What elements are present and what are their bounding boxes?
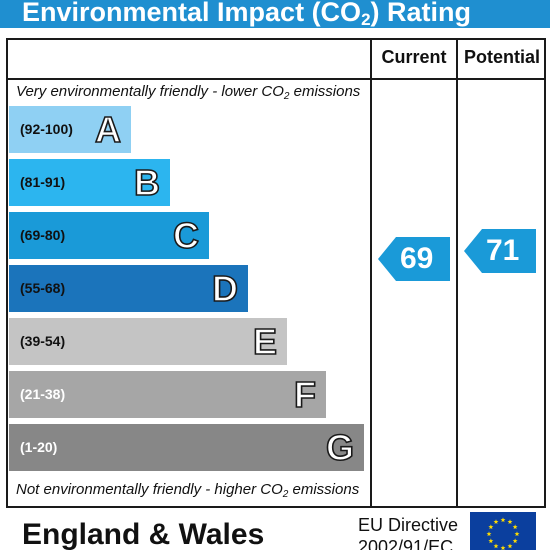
eu-star-icon: [507, 543, 513, 549]
eu-star-icon: [486, 531, 492, 537]
note-top-tail: emissions: [289, 83, 361, 100]
eu-flag-icon: [470, 512, 536, 550]
eu-star-icon: [500, 517, 506, 523]
title-main: Environmental Impact (CO: [22, 0, 362, 27]
eu-star-icon: [500, 545, 506, 550]
band-d-letter: D: [211, 267, 239, 310]
note-bottom-text: Not environmentally friendly - higher CO: [16, 481, 283, 498]
band-d-range: (55-68): [20, 280, 66, 296]
band-b: (81-91) B: [9, 159, 170, 206]
band-f-letter: F: [293, 373, 317, 416]
band-e-range: (39-54): [20, 333, 66, 349]
page-title: Environmental Impact (CO2) Rating: [0, 0, 550, 28]
eu-star-icon: [488, 524, 494, 530]
note-top-text: Very environmentally friendly - lower CO: [16, 83, 284, 100]
note-bottom-subscript: 2: [282, 489, 289, 500]
current-rating-arrow: 69: [378, 237, 450, 281]
band-b-range: (81-91): [20, 174, 66, 190]
band-f: (21-38) F: [9, 371, 326, 418]
note-top-subscript: 2: [283, 91, 290, 102]
band-b-letter: B: [133, 161, 161, 204]
potential-arrow-shape: [464, 229, 536, 273]
eu-star-icon: [512, 538, 518, 544]
band-c-range: (69-80): [20, 227, 66, 243]
eu-directive-line1: EU Directive: [358, 515, 459, 535]
band-a: (92-100) A: [9, 106, 131, 153]
band-a-letter: A: [94, 108, 122, 151]
note-top: Very environmentally friendly - lower CO…: [16, 83, 360, 102]
band-c-letter: C: [172, 214, 200, 257]
title-subscript: 2: [361, 10, 371, 28]
eu-star-icon: [507, 519, 513, 524]
band-g-range: (1-20): [20, 439, 58, 455]
column-divider-current: [370, 38, 372, 508]
potential-rating-value: 71: [486, 234, 520, 267]
column-header-potential: Potential: [463, 47, 540, 67]
band-e: (39-54) E: [9, 318, 287, 365]
eu-star-icon: [493, 519, 499, 524]
eu-directive: EU Directive 2002/91/EC: [358, 514, 458, 550]
band-d: (55-68) D: [9, 265, 248, 312]
band-e-letter: E: [252, 320, 278, 363]
note-bottom: Not environmentally friendly - higher CO…: [16, 481, 359, 500]
header-divider: [6, 78, 546, 80]
column-divider-potential: [456, 38, 458, 508]
current-arrow-shape: [378, 237, 450, 281]
band-g: (1-20) G: [9, 424, 364, 471]
band-a-range: (92-100): [20, 121, 73, 137]
potential-rating-arrow: 71: [464, 229, 536, 273]
eu-star-icon: [493, 543, 499, 549]
eu-star-icon: [512, 524, 518, 530]
title-tail: ) Rating: [370, 0, 472, 27]
region-label: England & Wales: [22, 518, 265, 550]
eu-stars: [486, 517, 520, 550]
band-g-letter: G: [325, 426, 355, 469]
footer-divider: [6, 506, 546, 508]
note-bottom-tail: emissions: [288, 481, 360, 498]
eu-star-icon: [488, 538, 494, 544]
current-rating-value: 69: [400, 242, 434, 275]
band-c: (69-80) C: [9, 212, 209, 259]
column-header-current: Current: [381, 47, 447, 67]
eu-star-icon: [514, 531, 520, 537]
band-f-range: (21-38): [20, 386, 66, 402]
eu-directive-line2: 2002/91/EC: [358, 537, 454, 550]
